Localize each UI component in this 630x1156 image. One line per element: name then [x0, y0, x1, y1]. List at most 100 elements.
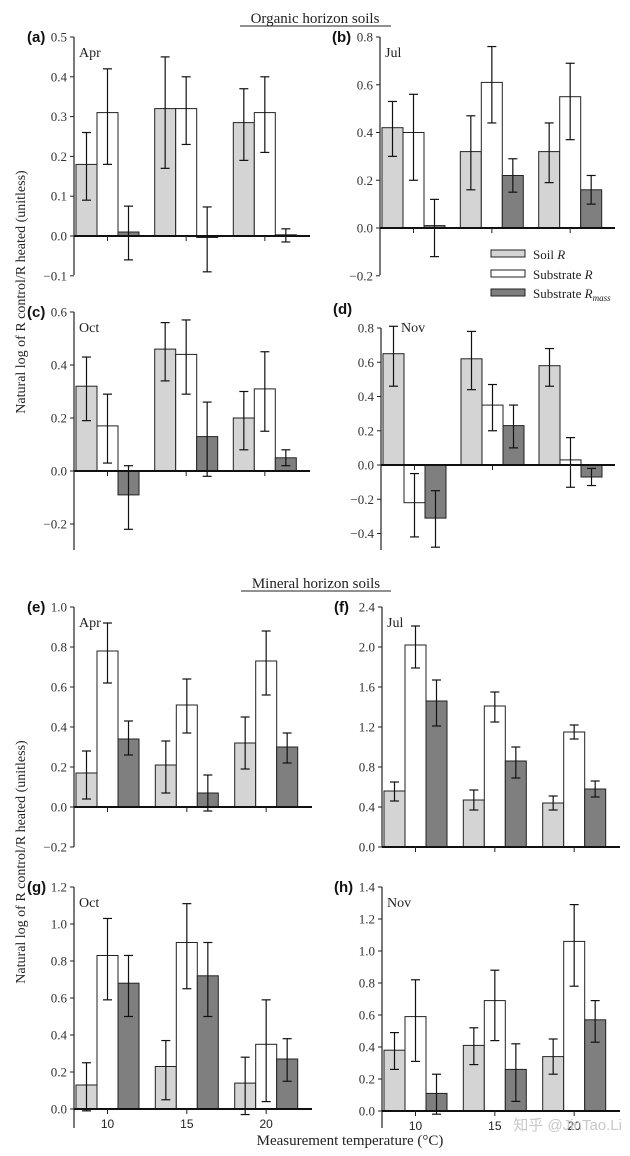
error-bar [260, 76, 270, 154]
error-bar [182, 678, 192, 734]
error-bar [103, 393, 112, 464]
error-bar [490, 691, 500, 723]
error-bar [566, 437, 575, 488]
panel-id-label: (a) [27, 29, 45, 46]
error-bar [487, 45, 497, 124]
error-bar [182, 903, 192, 990]
y-tick-label: 1.6 [359, 680, 376, 695]
error-bar [509, 404, 518, 449]
error-bar [388, 100, 397, 157]
section-title-mineral: Mineral horizon soils [252, 576, 380, 592]
y-tick-label: 0.4 [51, 358, 68, 373]
month-label: Apr [79, 46, 101, 61]
y-tick-label: 0.6 [51, 991, 68, 1006]
error-bar [569, 903, 579, 987]
error-bar [548, 795, 558, 811]
y-tick-label: 1.2 [359, 912, 375, 927]
error-bar [160, 322, 170, 382]
bar-substrate-r-10 [404, 644, 427, 848]
error-bar [511, 746, 521, 779]
error-bar [390, 781, 399, 802]
error-bar [565, 62, 575, 141]
error-bar [281, 449, 291, 467]
error-bar [282, 1038, 292, 1082]
y-tick-label: 0.0 [357, 221, 373, 236]
x-tick-label: 20 [567, 1119, 581, 1133]
error-bar [587, 467, 596, 487]
error-bar [544, 122, 554, 184]
error-bar [239, 88, 249, 161]
y-tick-label: 0.0 [358, 458, 374, 473]
y-tick-label: 0.4 [359, 800, 376, 815]
error-bar [569, 724, 579, 740]
bar-substrate-r-20 [563, 731, 586, 848]
y-tick-label: 1.2 [359, 720, 375, 735]
y-tick-label: 0.6 [51, 305, 68, 320]
month-label: Jul [385, 46, 401, 61]
panel-id-label: (h) [334, 879, 353, 896]
section-title-organic: Organic horizon soils [251, 11, 380, 27]
y-tick-label: 0.8 [359, 976, 375, 991]
y-tick-label: 0.0 [51, 800, 67, 815]
error-bar [409, 93, 418, 181]
legend-label-substrate-r: Substrate R [533, 267, 593, 282]
month-label: Oct [79, 896, 99, 911]
panel-id-label: (g) [27, 879, 46, 896]
y-tick-label: −0.2 [349, 268, 373, 283]
error-bar [161, 740, 171, 794]
watermark: 知乎 @JinTao.Li [513, 1117, 622, 1134]
y-tick-label: 0.3 [51, 109, 67, 124]
y-tick-label: 0.2 [51, 149, 67, 164]
y-tick-label: 0.8 [357, 30, 373, 45]
y-tick-label: 1.4 [359, 880, 376, 895]
bar-substrate-r-mass-20 [584, 788, 607, 848]
error-bar [282, 732, 292, 764]
x-axis-label: Measurement temperature (°C) [257, 1133, 444, 1149]
panel-h: 0.0 0.2 0.4 0.6 0.8 1.0 1.2 1.4 10 15 20 (h) Nov [334, 879, 620, 1133]
error-bar [432, 679, 441, 727]
panel-id-label: (f) [334, 599, 349, 616]
error-bar [469, 1027, 479, 1066]
error-bar [124, 465, 133, 530]
panel-g: 0.0 0.2 0.4 0.6 0.8 1.0 1.2 10 15 20 (g) Oct [27, 879, 312, 1131]
legend-swatch-substrate-r [490, 269, 526, 278]
bar-substrate-r-15 [483, 705, 506, 848]
error-bar [432, 1073, 441, 1115]
y-tick-label: −0.2 [43, 517, 67, 532]
error-bar [548, 1038, 558, 1075]
legend-swatch-soil-r [490, 249, 526, 258]
panel-d: −0.4 −0.2 0.0 0.2 0.4 0.6 0.8 (d) Nov [333, 301, 615, 550]
y-tick-label: 0.6 [51, 680, 68, 695]
legend: Soil R Substrate R Substrate Rmass [490, 247, 611, 303]
y-tick-label: 0.6 [359, 1008, 376, 1023]
y-tick-label: 0.4 [359, 1040, 376, 1055]
panel-c: −0.2 0.0 0.2 0.4 0.6 (c) Oct [27, 304, 310, 550]
panel-f: 0.0 0.4 0.8 1.2 1.6 2.0 2.4 (f) Jul [334, 599, 620, 855]
y-tick-label: 0.4 [51, 69, 68, 84]
panel-id-label: (d) [333, 301, 352, 318]
y-tick-label: 0.6 [358, 355, 375, 370]
panel-id-label: (c) [27, 304, 45, 321]
y-tick-label: −0.4 [350, 526, 374, 541]
y-tick-label: 0.2 [51, 760, 67, 775]
panel-b: −0.2 0.0 0.2 0.4 0.6 0.8 (b) Jul [332, 29, 615, 283]
x-tick-label: 10 [409, 1119, 423, 1133]
error-bar [124, 720, 133, 756]
error-bar [124, 954, 133, 1018]
error-bar [410, 472, 419, 538]
y-tick-label: 0.0 [51, 1102, 67, 1117]
error-bar [411, 979, 420, 1063]
error-bar [202, 401, 212, 477]
error-bar [82, 356, 91, 422]
error-bar [466, 115, 476, 191]
y-tick-label: 0.4 [51, 720, 68, 735]
error-bar [82, 750, 91, 800]
error-bar [82, 131, 91, 201]
error-bar [261, 999, 271, 1103]
error-bar [203, 941, 213, 1018]
legend-label-soil-r: Soil R [533, 247, 565, 262]
y-tick-label: 0.2 [358, 423, 374, 438]
x-tick-label: 15 [488, 1119, 502, 1133]
error-bar [203, 774, 213, 812]
y-tick-label: 2.0 [359, 640, 375, 655]
